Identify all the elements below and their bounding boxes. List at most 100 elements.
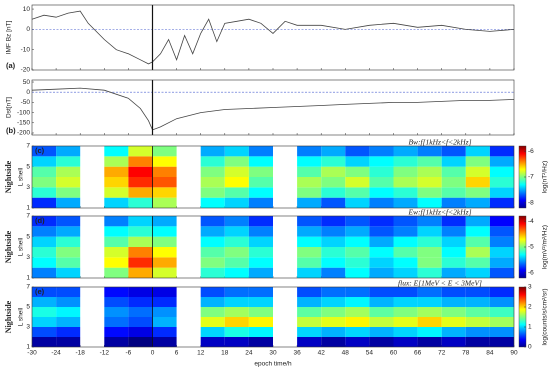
y-tick-label: -10: [21, 46, 31, 53]
heat-cell: [248, 337, 273, 347]
heat-cell: [465, 247, 490, 258]
heat-cell: [128, 247, 153, 258]
heat-cell: [32, 257, 57, 268]
x-tick-label: 42: [318, 350, 326, 357]
heat-cell: [417, 337, 442, 347]
heat-cell: [393, 197, 418, 208]
panel-title: Ew:f[1kHz<f<2kHz]: [407, 208, 471, 217]
heat-cell: [489, 247, 514, 258]
heat-cell: [321, 197, 346, 208]
heat-cell: [104, 307, 129, 317]
heat-cell: [56, 337, 81, 347]
heat-cell: [393, 236, 418, 247]
heat-cell: [297, 317, 322, 327]
heat-cell: [489, 317, 514, 327]
heat-cell: [345, 317, 370, 327]
heat-cell: [128, 236, 153, 247]
heat-cell: [417, 287, 442, 297]
heat-cell: [248, 307, 273, 317]
panel-title: Bw:f[1kHz<f<2kHz]: [408, 138, 471, 147]
heat-cell: [465, 287, 490, 297]
heat-cell: [369, 197, 394, 208]
heat-cell: [489, 177, 514, 188]
heat-cell: [489, 327, 514, 337]
heat-cell: [128, 146, 153, 157]
heat-cell: [248, 156, 273, 167]
heat-cell: [128, 166, 153, 177]
heat-cell: [297, 156, 322, 167]
heat-cell: [345, 177, 370, 188]
heat-cell: [248, 247, 273, 258]
heat-cell: [104, 146, 129, 157]
x-tick-label: 18: [221, 350, 229, 357]
y-tick-label: 1: [26, 344, 30, 351]
heat-cell: [104, 166, 129, 177]
x-tick-label: 72: [438, 350, 446, 357]
heat-cell: [417, 166, 442, 177]
heat-cell: [393, 287, 418, 297]
heat-cell: [104, 156, 129, 167]
heat-cell: [321, 327, 346, 337]
heat-cell: [321, 236, 346, 247]
heat-cell: [369, 236, 394, 247]
heat-cell: [104, 177, 129, 188]
heat-cell: [369, 297, 394, 307]
heat-cell: [321, 146, 346, 157]
heat-cell: [465, 216, 490, 227]
heat-cell: [393, 177, 418, 188]
heat-cell: [128, 216, 153, 227]
heat-cell: [104, 236, 129, 247]
heat-cell: [393, 337, 418, 347]
heat-cell: [104, 187, 129, 198]
heat-cell: [224, 287, 249, 297]
y-tick-label: -50: [21, 99, 31, 106]
heat-cell: [297, 247, 322, 258]
heat-cell: [56, 317, 81, 327]
heat-cell: [56, 236, 81, 247]
heat-cell: [32, 297, 57, 307]
x-tick-label: -12: [100, 350, 110, 357]
heat-cell: [393, 267, 418, 278]
heat-cell: [417, 226, 442, 237]
colorbar-tick-label: 3: [528, 284, 532, 291]
heat-cell: [200, 177, 225, 188]
colorbar-tick-label: -4: [528, 218, 534, 225]
y-tick-label: 7: [26, 284, 30, 291]
heat-cell: [441, 307, 466, 317]
heat-cell: [369, 327, 394, 337]
heat-cell: [465, 197, 490, 208]
heat-cell: [417, 156, 442, 167]
panel-label: (a): [6, 61, 16, 70]
heat-cell: [224, 226, 249, 237]
heat-cell: [465, 156, 490, 167]
heat-cell: [248, 267, 273, 278]
heat-cell: [200, 307, 225, 317]
heat-cell: [104, 226, 129, 237]
heat-cell: [417, 236, 442, 247]
heat-cell: [465, 187, 490, 198]
side-label: Nightside: [4, 230, 13, 263]
heat-cell: [369, 216, 394, 227]
heat-cell: [417, 317, 442, 327]
heat-cell: [489, 197, 514, 208]
heat-cell: [152, 166, 177, 177]
heat-cell: [128, 257, 153, 268]
heat-cell: [417, 197, 442, 208]
heat-cell: [465, 236, 490, 247]
heat-cell: [297, 257, 322, 268]
heat-cell: [32, 307, 57, 317]
x-axis-label: epoch time/h: [254, 361, 292, 368]
heat-cell: [56, 307, 81, 317]
heat-cell: [200, 236, 225, 247]
x-tick-label: 6: [175, 350, 179, 357]
heat-cell: [465, 146, 490, 157]
heat-cell: [393, 257, 418, 268]
heat-cell: [200, 216, 225, 227]
heat-cell: [321, 247, 346, 258]
heat-cell: [248, 166, 273, 177]
heat-cell: [441, 146, 466, 157]
heat-cell: [56, 187, 81, 198]
heat-cell: [465, 267, 490, 278]
heat-cell: [345, 166, 370, 177]
heat-cell: [248, 257, 273, 268]
